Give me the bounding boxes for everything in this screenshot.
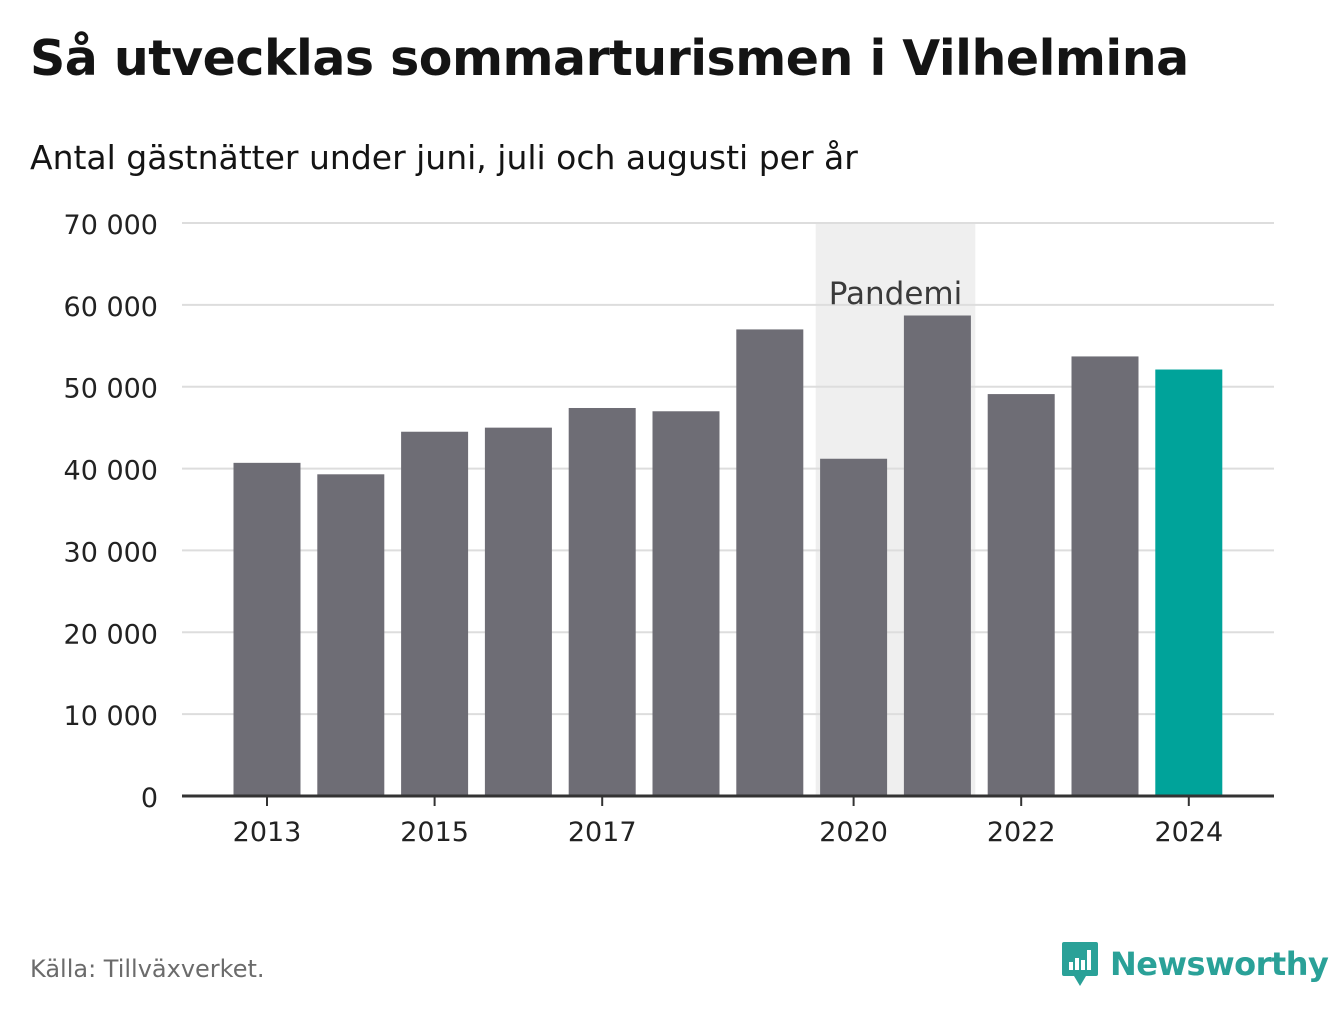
brand-logo: Newsworthy [1060,940,1329,988]
bar [568,407,636,796]
bar [903,315,971,796]
bar [820,458,888,796]
bar [652,411,720,796]
x-tick-label: 2017 [568,817,637,848]
bar [987,394,1055,796]
x-tick-label: 2020 [819,817,888,848]
pandemic-label: Pandemi [829,276,963,312]
x-tick-label: 2022 [987,817,1056,848]
y-tick-label: 10 000 [64,701,158,732]
bar [401,431,469,796]
y-tick-label: 70 000 [64,210,158,241]
bar [736,329,804,796]
bar [484,427,552,796]
newsworthy-logo-icon [1062,942,1098,986]
y-tick-label: 50 000 [64,374,158,405]
source-note: Källa: Tillväxverket. [30,955,265,983]
chart-subtitle: Antal gästnätter under juni, juli och au… [30,138,858,177]
x-tick-label: 2015 [400,817,469,848]
bar [317,474,385,796]
x-tick-label: 2013 [233,817,302,848]
y-tick-label: 20 000 [64,619,158,650]
y-tick-label: 60 000 [64,292,158,323]
y-tick-label: 0 [141,783,158,814]
y-tick-label: 30 000 [64,537,158,568]
bar [233,462,301,796]
bar-chart: 0 10 000 20 000 30 000 40 000 50 000 60 000 70 … [64,210,1274,848]
brand-name: Newsworthy [1110,945,1329,983]
x-tick-label: 2024 [1154,817,1223,848]
y-tick-label: 40 000 [64,456,158,487]
chart-title: Så utvecklas sommarturismen i Vilhelmina [30,30,1189,87]
bar [1071,356,1139,796]
bar [1155,369,1223,796]
